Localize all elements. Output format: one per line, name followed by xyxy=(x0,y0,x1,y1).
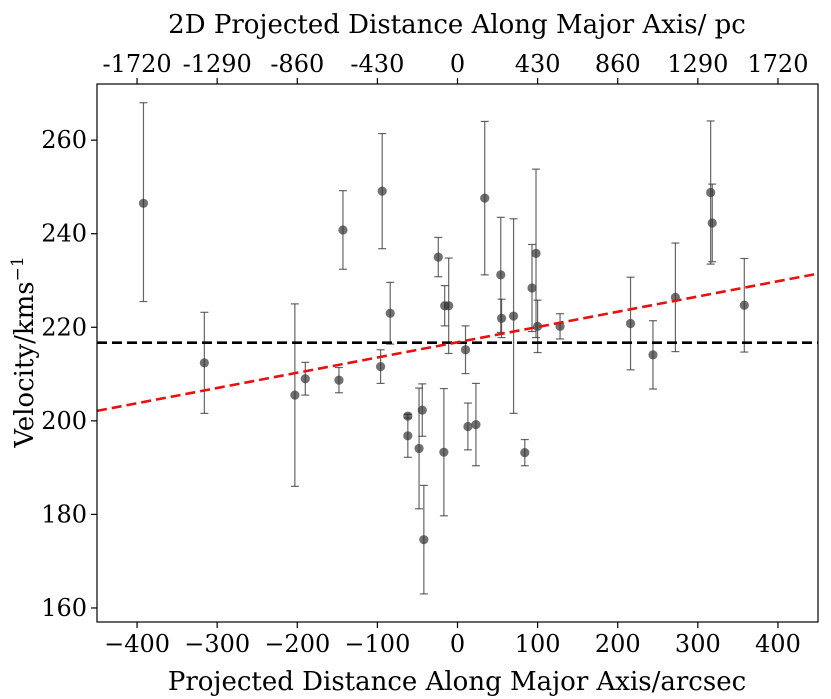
data-point-2 xyxy=(290,390,300,400)
data-point-27 xyxy=(531,248,541,258)
data-point-8 xyxy=(385,308,395,318)
data-point-33 xyxy=(706,187,716,198)
y-tick-label: 180 xyxy=(41,500,87,528)
top-axis-ticks: -1720 -1290 -860 -430 0 430 860 1290 1720 xyxy=(102,50,808,84)
x-tick-label: −400 xyxy=(104,630,170,658)
data-point-7 xyxy=(377,186,387,196)
top-tick-label: 0 xyxy=(450,50,465,78)
data-point-17 xyxy=(444,301,454,311)
linear-fit-line xyxy=(96,272,819,413)
data-point-19 xyxy=(463,421,473,432)
data-point-30 xyxy=(625,318,636,329)
data-point-9 xyxy=(403,411,413,421)
x-tick-label: −300 xyxy=(184,630,250,658)
data-point-16 xyxy=(439,447,449,457)
y-tick-label: 220 xyxy=(41,313,87,341)
x-tick-label: 100 xyxy=(515,630,561,658)
x-tick-label: 400 xyxy=(755,630,801,658)
top-axis-title: 2D Projected Distance Along Major Axis/ … xyxy=(168,10,746,40)
top-tick-label: 430 xyxy=(515,50,561,78)
data-point-14 xyxy=(433,252,443,262)
y-tick-label: 160 xyxy=(41,594,87,622)
data-point-35 xyxy=(739,300,749,310)
y-tick-label: 240 xyxy=(41,220,87,248)
top-tick-label: -430 xyxy=(350,50,404,78)
y-axis-title-superscript: −1 xyxy=(8,256,28,281)
data-point-28 xyxy=(533,321,543,331)
top-tick-label: 860 xyxy=(595,50,641,78)
x-axis-ticks: −400 −300 −200 −100 0 100 200 300 400 xyxy=(104,622,801,658)
data-point-10 xyxy=(403,431,413,441)
data-point-24 xyxy=(508,311,519,321)
data-point-25 xyxy=(520,448,530,458)
data-point-1 xyxy=(199,358,209,368)
error-bars xyxy=(139,102,749,595)
y-tick-label: 260 xyxy=(41,126,87,154)
y-axis-ticks: 160 180 200 220 240 260 xyxy=(41,126,97,622)
x-tick-label: −100 xyxy=(344,630,410,658)
data-point-20 xyxy=(471,419,481,430)
x-tick-label: −200 xyxy=(264,630,330,658)
top-tick-label: -1720 xyxy=(102,50,171,78)
data-point-22 xyxy=(496,270,506,280)
data-point-12 xyxy=(417,405,427,415)
data-point-26 xyxy=(527,283,537,293)
top-tick-label: 1290 xyxy=(667,50,728,78)
y-axis-title-main: Velocity/kms xyxy=(10,281,40,448)
x-tick-label: 0 xyxy=(450,630,465,658)
top-tick-label: 1720 xyxy=(747,50,808,78)
plot-frame xyxy=(96,83,819,623)
data-point-13 xyxy=(419,535,429,545)
data-point-18 xyxy=(460,345,471,355)
y-tick-label: 200 xyxy=(41,407,87,435)
x-axis-title: Projected Distance Along Major Axis/arcs… xyxy=(168,667,746,697)
data-point-4 xyxy=(334,375,344,385)
data-point-3 xyxy=(300,374,310,384)
top-tick-label: -860 xyxy=(270,50,324,78)
x-tick-label: 200 xyxy=(595,630,641,658)
data-point-11 xyxy=(414,443,424,454)
data-point-31 xyxy=(648,350,658,360)
data-point-23 xyxy=(496,313,507,323)
data-point-6 xyxy=(375,361,386,372)
data-points xyxy=(138,186,749,545)
data-point-0 xyxy=(138,198,149,208)
y-axis-title: Velocity/kms−1 xyxy=(8,256,40,448)
data-point-21 xyxy=(480,193,490,203)
x-tick-label: 300 xyxy=(675,630,721,658)
top-tick-label: -1290 xyxy=(183,50,252,78)
data-point-34 xyxy=(707,218,717,228)
data-point-5 xyxy=(338,225,348,235)
